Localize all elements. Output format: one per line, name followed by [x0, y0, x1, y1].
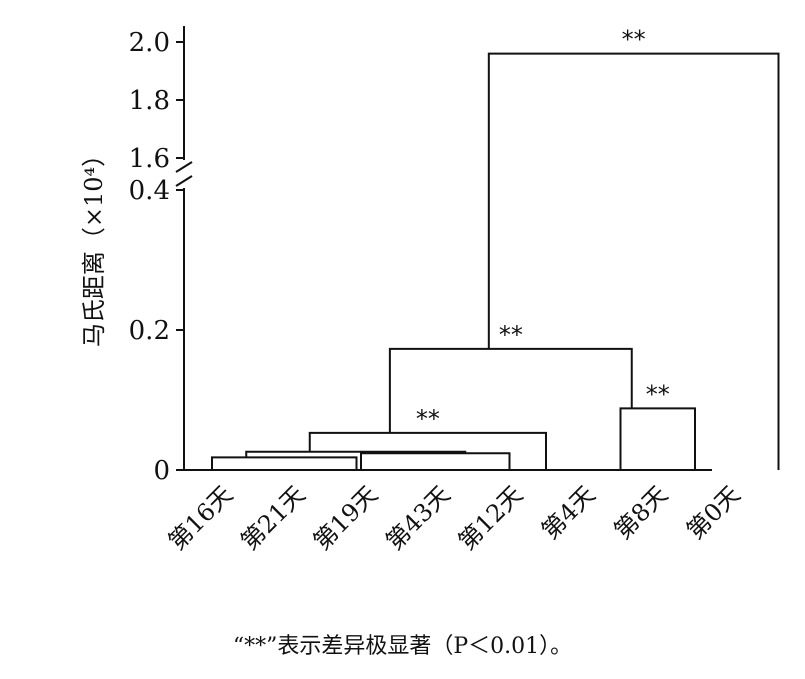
significance-label: **: [622, 26, 646, 54]
axis-break-mark-lower: [175, 175, 193, 187]
significance-labels: ** ** ** **: [416, 26, 670, 433]
significance-label: **: [416, 405, 440, 433]
dendrogram-link: [388, 347, 633, 433]
dendrogram-link: [487, 52, 780, 470]
significance-label: **: [646, 380, 670, 408]
x-tick-label: 第43天: [380, 480, 455, 555]
y-tick-label: 0.2: [129, 316, 170, 346]
y-tick-label: 1.6: [129, 144, 170, 174]
x-tick-label: 第21天: [235, 480, 310, 555]
x-tick-label: 第19天: [308, 480, 383, 555]
dendrogram-links: [211, 52, 780, 470]
dendrogram-link: [619, 407, 696, 470]
x-tick-label: 第16天: [163, 480, 238, 555]
y-axis-label: 马氏距离（×10⁴）: [80, 143, 108, 347]
x-tick-label: 第0天: [681, 480, 746, 545]
y-tick-label: 2.0: [129, 28, 170, 58]
y-tick-label: 1.8: [129, 86, 170, 116]
y-tick-label: 0.4: [129, 176, 170, 206]
dendrogram-link: [245, 450, 467, 458]
dendrogram-link: [308, 431, 547, 470]
x-tick-label: 第12天: [453, 480, 528, 555]
significance-label: **: [499, 321, 523, 349]
x-tick-label: 第4天: [536, 480, 601, 545]
y-tick-label: 0: [153, 456, 170, 486]
y-axis: 0 0.2 0.41.6 1.8 2.0: [129, 26, 712, 486]
dendrogram-link: [360, 452, 511, 470]
footnote: “**”表示差异极显著（P＜0.01）。: [232, 634, 573, 659]
dendrogram-link: [211, 456, 358, 470]
x-tick-label: 第8天: [609, 480, 674, 545]
axis-break-mark-upper: [175, 161, 193, 173]
